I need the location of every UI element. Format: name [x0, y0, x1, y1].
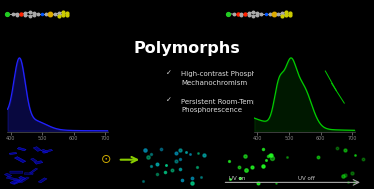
FancyBboxPatch shape: [30, 168, 38, 174]
FancyBboxPatch shape: [19, 176, 26, 180]
FancyBboxPatch shape: [51, 77, 71, 82]
Text: 1YG: 1YG: [306, 83, 326, 92]
FancyBboxPatch shape: [50, 84, 75, 89]
FancyBboxPatch shape: [55, 92, 69, 97]
FancyBboxPatch shape: [42, 149, 53, 153]
FancyBboxPatch shape: [9, 153, 17, 154]
FancyBboxPatch shape: [15, 157, 26, 163]
FancyBboxPatch shape: [10, 179, 20, 184]
FancyBboxPatch shape: [33, 147, 41, 151]
FancyBboxPatch shape: [54, 63, 71, 70]
FancyBboxPatch shape: [4, 173, 12, 177]
FancyBboxPatch shape: [38, 178, 47, 183]
Text: UV on: UV on: [229, 176, 246, 181]
FancyBboxPatch shape: [58, 68, 77, 78]
Text: High-contrast Phosphorescent
Mechanochromism: High-contrast Phosphorescent Mechanochro…: [181, 71, 287, 86]
FancyBboxPatch shape: [58, 64, 72, 68]
FancyBboxPatch shape: [31, 78, 47, 81]
FancyBboxPatch shape: [42, 93, 56, 100]
Text: 1B: 1B: [51, 83, 65, 92]
FancyBboxPatch shape: [24, 92, 45, 100]
FancyBboxPatch shape: [13, 180, 23, 184]
Text: UV off: UV off: [298, 176, 315, 181]
FancyBboxPatch shape: [10, 171, 23, 173]
FancyBboxPatch shape: [41, 149, 48, 153]
FancyBboxPatch shape: [31, 158, 37, 162]
FancyBboxPatch shape: [17, 147, 26, 151]
FancyBboxPatch shape: [34, 161, 43, 164]
FancyBboxPatch shape: [57, 88, 74, 95]
FancyBboxPatch shape: [56, 57, 73, 59]
Text: ⊙: ⊙: [101, 153, 112, 166]
FancyBboxPatch shape: [46, 62, 67, 70]
FancyBboxPatch shape: [19, 177, 29, 183]
FancyBboxPatch shape: [33, 56, 56, 60]
FancyBboxPatch shape: [28, 59, 47, 63]
FancyBboxPatch shape: [55, 76, 76, 86]
Text: ✓: ✓: [166, 70, 172, 76]
FancyBboxPatch shape: [50, 84, 63, 89]
Text: Polymorphs: Polymorphs: [134, 41, 240, 56]
Text: ✓: ✓: [166, 97, 172, 103]
Text: Persistent Room-Temperature
Phosphorescence: Persistent Room-Temperature Phosphoresce…: [181, 99, 283, 113]
FancyBboxPatch shape: [62, 88, 75, 92]
FancyBboxPatch shape: [31, 67, 49, 73]
FancyBboxPatch shape: [51, 63, 69, 66]
FancyBboxPatch shape: [30, 61, 52, 65]
FancyBboxPatch shape: [6, 177, 21, 181]
FancyBboxPatch shape: [24, 173, 33, 175]
